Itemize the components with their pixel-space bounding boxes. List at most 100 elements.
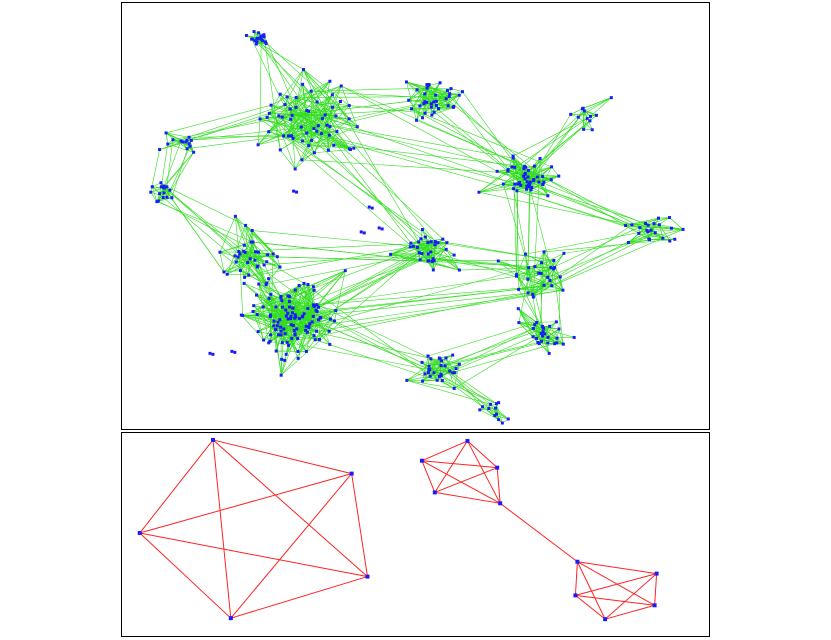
network-node (540, 261, 544, 265)
network-node (423, 111, 427, 115)
network-node (429, 250, 433, 254)
network-node (526, 175, 530, 179)
network-edge (532, 229, 684, 295)
network-node (269, 103, 273, 107)
network-node (427, 83, 431, 87)
network-node (268, 339, 272, 343)
network-edge (518, 279, 529, 323)
network-edge (549, 326, 564, 345)
network-edge (254, 259, 265, 266)
network-node (609, 96, 613, 100)
network-node (301, 314, 305, 318)
network-edge (424, 93, 460, 96)
network-node (267, 111, 271, 115)
network-node (255, 37, 259, 41)
network-edge (242, 315, 319, 321)
network-node (523, 171, 527, 175)
network-edge (532, 294, 537, 323)
network-edge (311, 87, 428, 92)
network-node (156, 199, 160, 203)
network-node (526, 277, 530, 281)
network-edge (625, 225, 684, 230)
network-node (332, 319, 336, 323)
network-node (536, 340, 540, 344)
network-node (264, 42, 268, 46)
network-node (297, 283, 301, 287)
network-node (426, 371, 430, 375)
network-node (262, 263, 266, 267)
network-edge (257, 38, 351, 150)
network-node (457, 268, 461, 272)
network-node (218, 250, 222, 254)
clique-edge (577, 561, 655, 606)
network-edge (563, 237, 663, 254)
network-node (289, 317, 293, 321)
network-node (255, 293, 259, 297)
network-node (297, 316, 301, 320)
network-edge (525, 229, 652, 255)
network-edge (227, 273, 249, 276)
network-node (638, 226, 642, 230)
network-node (415, 245, 419, 249)
network-edge (242, 315, 442, 362)
network-node (419, 237, 423, 241)
network-edge (165, 104, 272, 134)
network-node (451, 371, 455, 375)
network-node (407, 98, 411, 102)
network-node (541, 334, 545, 338)
network-node (477, 190, 481, 194)
network-node (250, 37, 254, 41)
network-node (531, 292, 535, 296)
network-edge (431, 107, 454, 116)
network-node (494, 406, 498, 410)
network-edge (422, 355, 429, 382)
network-edge (266, 261, 305, 284)
network-edge (166, 152, 194, 198)
network-node (276, 320, 280, 324)
network-node (259, 34, 263, 38)
network-node (259, 37, 263, 41)
network-node (237, 249, 241, 253)
network-node (295, 327, 299, 331)
network-node (550, 165, 554, 169)
network-edge (163, 187, 225, 273)
network-edge (518, 308, 542, 342)
network-edge (302, 84, 309, 146)
network-edge (444, 328, 534, 367)
network-node (257, 282, 261, 286)
network-node (555, 336, 559, 340)
network-node (292, 189, 296, 193)
network-edge (290, 119, 422, 240)
network-node (291, 323, 295, 327)
network-edge (241, 314, 264, 341)
network-edge (280, 354, 287, 376)
clique-edge (575, 573, 657, 596)
network-node (437, 375, 441, 379)
clique-edge (212, 439, 232, 619)
network-node (251, 309, 255, 313)
network-node (380, 227, 384, 231)
network-node (535, 175, 539, 179)
network-node (522, 164, 526, 168)
network-node (311, 314, 315, 318)
network-edge (494, 415, 509, 420)
network-edge (219, 252, 225, 273)
network-node (162, 191, 166, 195)
network-node (328, 79, 332, 83)
network-node (517, 287, 521, 291)
network-node (553, 266, 557, 270)
network-node (278, 265, 282, 269)
network-edge (533, 336, 548, 338)
network-node (332, 143, 336, 147)
network-node (421, 379, 425, 383)
network-node (254, 42, 258, 46)
network-edge (161, 144, 169, 187)
clique-edge (575, 595, 606, 620)
network-node (546, 194, 550, 198)
network-node (274, 349, 278, 353)
network-node (646, 230, 650, 234)
network-edge (242, 311, 254, 316)
network-node (326, 148, 330, 152)
network-node (312, 334, 316, 338)
network-edge (150, 149, 160, 193)
